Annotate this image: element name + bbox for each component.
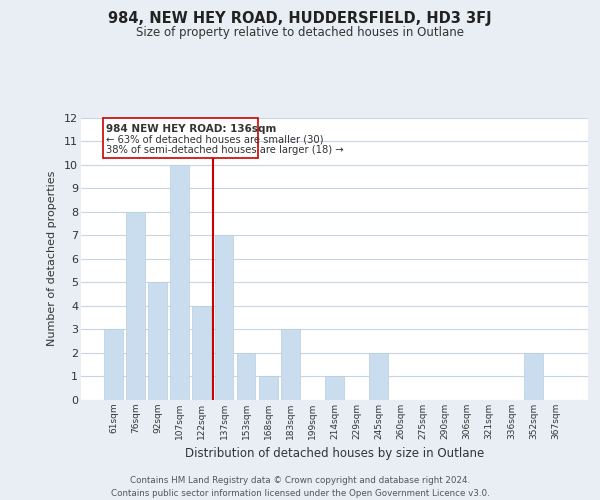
Text: Contains public sector information licensed under the Open Government Licence v3: Contains public sector information licen… (110, 489, 490, 498)
Bar (370, 353, 388, 400)
FancyBboxPatch shape (103, 118, 257, 158)
Bar (259, 376, 278, 400)
Bar (236, 353, 256, 400)
Bar (148, 282, 167, 400)
Bar (193, 306, 211, 400)
Text: Size of property relative to detached houses in Outlane: Size of property relative to detached ho… (136, 26, 464, 39)
Text: 984, NEW HEY ROAD, HUDDERSFIELD, HD3 3FJ: 984, NEW HEY ROAD, HUDDERSFIELD, HD3 3FJ (108, 11, 492, 26)
Bar (170, 164, 189, 400)
Bar (281, 330, 299, 400)
X-axis label: Distribution of detached houses by size in Outlane: Distribution of detached houses by size … (185, 448, 484, 460)
Bar (126, 212, 145, 400)
Text: 984 NEW HEY ROAD: 136sqm: 984 NEW HEY ROAD: 136sqm (106, 124, 277, 134)
Bar (215, 235, 233, 400)
Y-axis label: Number of detached properties: Number of detached properties (47, 171, 57, 346)
Text: 38% of semi-detached houses are larger (18) →: 38% of semi-detached houses are larger (… (106, 146, 344, 156)
Bar (104, 330, 123, 400)
Bar (325, 376, 344, 400)
Text: ← 63% of detached houses are smaller (30): ← 63% of detached houses are smaller (30… (106, 134, 323, 144)
Text: Contains HM Land Registry data © Crown copyright and database right 2024.: Contains HM Land Registry data © Crown c… (130, 476, 470, 485)
Bar (524, 353, 543, 400)
